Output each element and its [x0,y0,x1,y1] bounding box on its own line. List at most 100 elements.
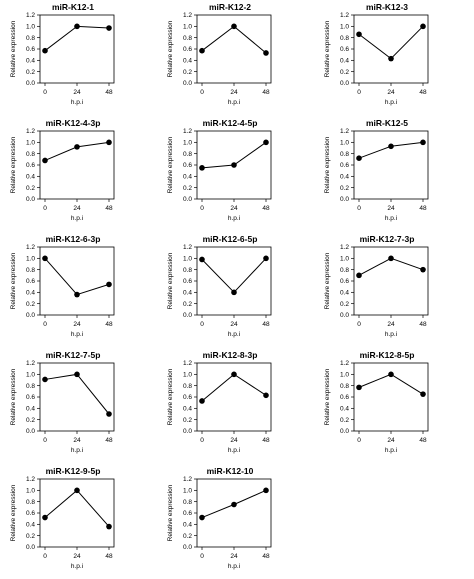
data-point [74,487,80,494]
x-axis-label: h.p.i [71,447,83,454]
x-tick-label: 0 [43,321,47,328]
data-point [420,391,426,397]
data-point [388,143,394,150]
y-tick-label: 0.2 [340,301,349,308]
chart-title: miR-K12-7-5p [46,350,101,360]
y-tick-label: 0.2 [26,69,35,76]
data-point [42,47,48,54]
y-tick-label: 0.6 [26,510,35,517]
y-tick-label: 1.0 [340,140,349,147]
y-tick-label: 1.0 [26,372,35,379]
chart-panel: miR-K12-2 0.0 0.2 0.4 0.6 0.8 1.0 1.2 0 24 48 h.p.i… [167,2,272,106]
y-tick-label: 1.2 [340,244,349,251]
plot-frame [196,246,272,316]
x-tick-label: 0 [357,437,361,444]
data-point [106,25,112,31]
y-tick-label: 0.0 [340,80,349,87]
data-point [42,514,48,521]
chart-title: miR-K12-8-3p [203,350,258,360]
y-tick-label: 0.0 [26,312,35,319]
y-tick-label: 1.0 [26,488,35,495]
y-tick-label: 0.4 [183,522,192,529]
data-point [263,392,269,399]
y-tick-label: 0.2 [26,185,35,192]
y-tick-label: 1.0 [183,256,192,263]
y-tick-label: 0.2 [26,301,35,308]
data-point [74,371,80,378]
y-tick-label: 0.0 [26,544,35,551]
y-tick-label: 0.6 [340,278,349,285]
x-tick-label: 24 [387,205,395,212]
data-point [231,162,237,168]
chart-title: miR-K12-2 [209,2,251,12]
data-point [263,487,269,494]
chart-title: miR-K12-9-5p [46,466,101,476]
chart-title: miR-K12-7-3p [360,234,415,244]
y-tick-label: 0.4 [26,406,35,413]
data-point [388,55,394,62]
y-tick-label: 1.2 [183,360,192,367]
y-tick-label: 0.4 [183,58,192,65]
y-tick-label: 0.4 [340,290,349,297]
data-point [356,272,362,279]
y-tick-label: 1.0 [340,372,349,379]
data-point [74,144,80,150]
y-tick-label: 1.0 [183,488,192,495]
plot-frame [196,478,272,548]
data-point [42,157,48,164]
y-axis-label: Relative expression [10,20,17,77]
x-tick-label: 48 [105,89,113,96]
x-axis-label: h.p.i [228,563,240,570]
x-tick-label: 0 [43,89,47,96]
y-tick-label: 1.2 [183,244,192,251]
data-point [106,281,112,288]
y-tick-label: 0.8 [26,35,35,42]
y-tick-label: 0.4 [340,174,349,181]
x-tick-label: 24 [230,205,238,212]
x-tick-label: 48 [105,437,113,444]
chart-panel: miR-K12-5 0.0 0.2 0.4 0.6 0.8 1.0 1.2 0 24 48 h.p.i… [324,118,429,222]
y-tick-label: 0.6 [183,46,192,53]
y-tick-label: 1.0 [26,140,35,147]
y-tick-label: 0.4 [340,58,349,65]
x-tick-label: 48 [419,437,427,444]
y-tick-label: 0.2 [340,417,349,424]
x-tick-label: 24 [387,437,395,444]
chart-panel: miR-K12-8-5p 0.0 0.2 0.4 0.6 0.8 1.0 1.2 0 24 48 h.… [324,350,429,454]
data-point [356,31,362,38]
x-tick-label: 0 [43,205,47,212]
y-axis-label: Relative expression [324,252,331,309]
data-point [106,411,112,417]
chart-panel: miR-K12-10 0.0 0.2 0.4 0.6 0.8 1.0 1.2 0 24 48 h.p.… [167,466,272,570]
x-axis-label: h.p.i [385,215,397,222]
x-tick-label: 24 [387,89,395,96]
data-point [42,376,48,383]
y-axis-label: Relative expression [10,484,17,541]
x-axis-label: h.p.i [385,447,397,454]
data-point [74,291,80,298]
chart-panel: miR-K12-4-3p 0.0 0.2 0.4 0.6 0.8 1.0 1.2 0 24 48 h.… [10,118,115,222]
x-tick-label: 0 [200,205,204,212]
y-tick-label: 1.0 [183,372,192,379]
x-tick-label: 0 [200,321,204,328]
x-tick-label: 48 [262,205,270,212]
y-tick-label: 0.8 [26,151,35,158]
y-tick-label: 1.2 [340,360,349,367]
y-tick-label: 0.0 [26,196,35,203]
x-tick-label: 24 [230,89,238,96]
y-axis-label: Relative expression [167,484,174,541]
y-tick-label: 0.4 [26,174,35,181]
x-axis-label: h.p.i [71,215,83,222]
y-tick-label: 0.2 [183,185,192,192]
y-tick-label: 0.8 [183,151,192,158]
y-tick-label: 1.0 [26,24,35,31]
data-point [388,255,394,262]
data-point [263,139,269,146]
chart-title: miR-K12-8-5p [360,350,415,360]
y-tick-label: 0.6 [183,394,192,401]
x-tick-label: 48 [105,205,113,212]
data-point [231,501,237,508]
y-tick-label: 1.0 [183,24,192,31]
chart-panel: miR-K12-1 0.0 0.2 0.4 0.6 0.8 1.0 1.2 0 24 48 h.p.i… [10,2,115,106]
